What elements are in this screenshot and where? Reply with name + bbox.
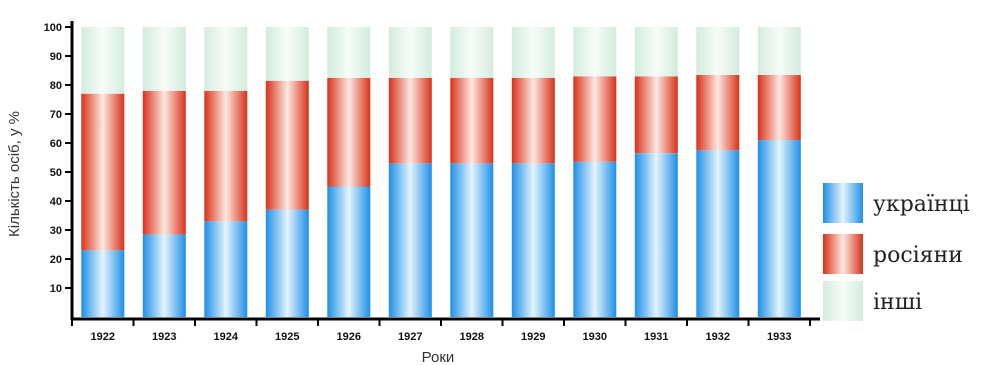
x-tick-label: 1926 [337, 331, 361, 343]
y-tick-label: 50 [50, 167, 62, 179]
bar-1924-series-0 [204, 221, 247, 317]
bar-1930-series-2 [573, 27, 616, 76]
bar-1928-series-1 [450, 78, 493, 164]
x-tick-label: 1925 [275, 331, 299, 343]
bar-1922-series-0 [81, 250, 124, 317]
bar-1933-series-0 [758, 140, 801, 317]
bar-1926-series-2 [327, 27, 370, 78]
x-tick-label: 1927 [398, 331, 422, 343]
x-tick-label: 1924 [214, 331, 239, 343]
bars-group [81, 27, 801, 317]
bar-1932-series-0 [696, 150, 739, 317]
bar-1922-series-2 [81, 27, 124, 94]
bar-1922-series-1 [81, 94, 124, 251]
bar-1930-series-1 [573, 76, 616, 162]
bar-1926-series-1 [327, 78, 370, 187]
x-axis: 1922 1923 1924 1925 1926 1927 1928 1929 1930 1931… [71, 319, 820, 343]
x-tick-label: 1933 [767, 331, 791, 343]
x-tick-label: 1930 [583, 331, 607, 343]
y-tick-label: 20 [50, 254, 62, 266]
y-tick-label: 100 [44, 22, 62, 34]
bar-1925-series-1 [266, 81, 309, 210]
bar-1928-series-0 [450, 163, 493, 317]
bar-1925-series-0 [266, 210, 309, 317]
bar-1924-series-2 [204, 27, 247, 91]
y-tick-label: 40 [50, 196, 62, 208]
bar-1923-series-0 [143, 234, 186, 317]
x-axis-title: Роки [422, 349, 455, 365]
bar-1929-series-2 [512, 27, 555, 78]
y-tick-label: 10 [50, 283, 62, 295]
x-tick-label: 1929 [521, 331, 545, 343]
bar-1923-series-1 [143, 91, 186, 235]
bar-1929-series-1 [512, 78, 555, 164]
legend-swatch [823, 281, 863, 321]
y-tick-label: 80 [50, 80, 62, 92]
bar-1926-series-0 [327, 187, 370, 318]
legend: українці росіяни інші [823, 183, 970, 321]
y-axis: 10 20 30 40 50 60 70 80 90 100 [44, 21, 72, 320]
bar-1931-series-1 [635, 76, 678, 153]
y-tick-label: 90 [50, 51, 62, 63]
bar-1932-series-1 [696, 75, 739, 150]
bar-1929-series-0 [512, 163, 555, 317]
y-tick-label: 30 [50, 225, 62, 237]
bar-1933-series-2 [758, 27, 801, 75]
x-tick-label: 1922 [91, 331, 115, 343]
y-tick-label: 70 [50, 109, 62, 121]
legend-label: інші [873, 290, 922, 315]
x-tick-label: 1932 [706, 331, 730, 343]
bar-1923-series-2 [143, 27, 186, 91]
legend-swatch [823, 234, 863, 274]
bar-1927-series-2 [389, 27, 432, 78]
y-axis-title: Кількість осіб, у % [6, 111, 23, 237]
bar-1927-series-1 [389, 78, 432, 164]
bar-1930-series-0 [573, 162, 616, 317]
bar-1928-series-2 [450, 27, 493, 78]
bar-1931-series-2 [635, 27, 678, 76]
x-tick-label: 1928 [460, 331, 484, 343]
bar-1933-series-1 [758, 75, 801, 140]
legend-swatch [823, 183, 863, 223]
bar-1925-series-2 [266, 27, 309, 81]
bar-1931-series-0 [635, 153, 678, 317]
legend-label: українці [873, 192, 970, 217]
legend-label: росіяни [873, 243, 963, 268]
bar-1924-series-1 [204, 91, 247, 222]
bar-1927-series-0 [389, 163, 432, 317]
x-tick-label: 1931 [644, 331, 668, 343]
y-tick-label: 60 [50, 138, 62, 150]
bar-1932-series-2 [696, 27, 739, 75]
x-tick-label: 1923 [152, 331, 176, 343]
